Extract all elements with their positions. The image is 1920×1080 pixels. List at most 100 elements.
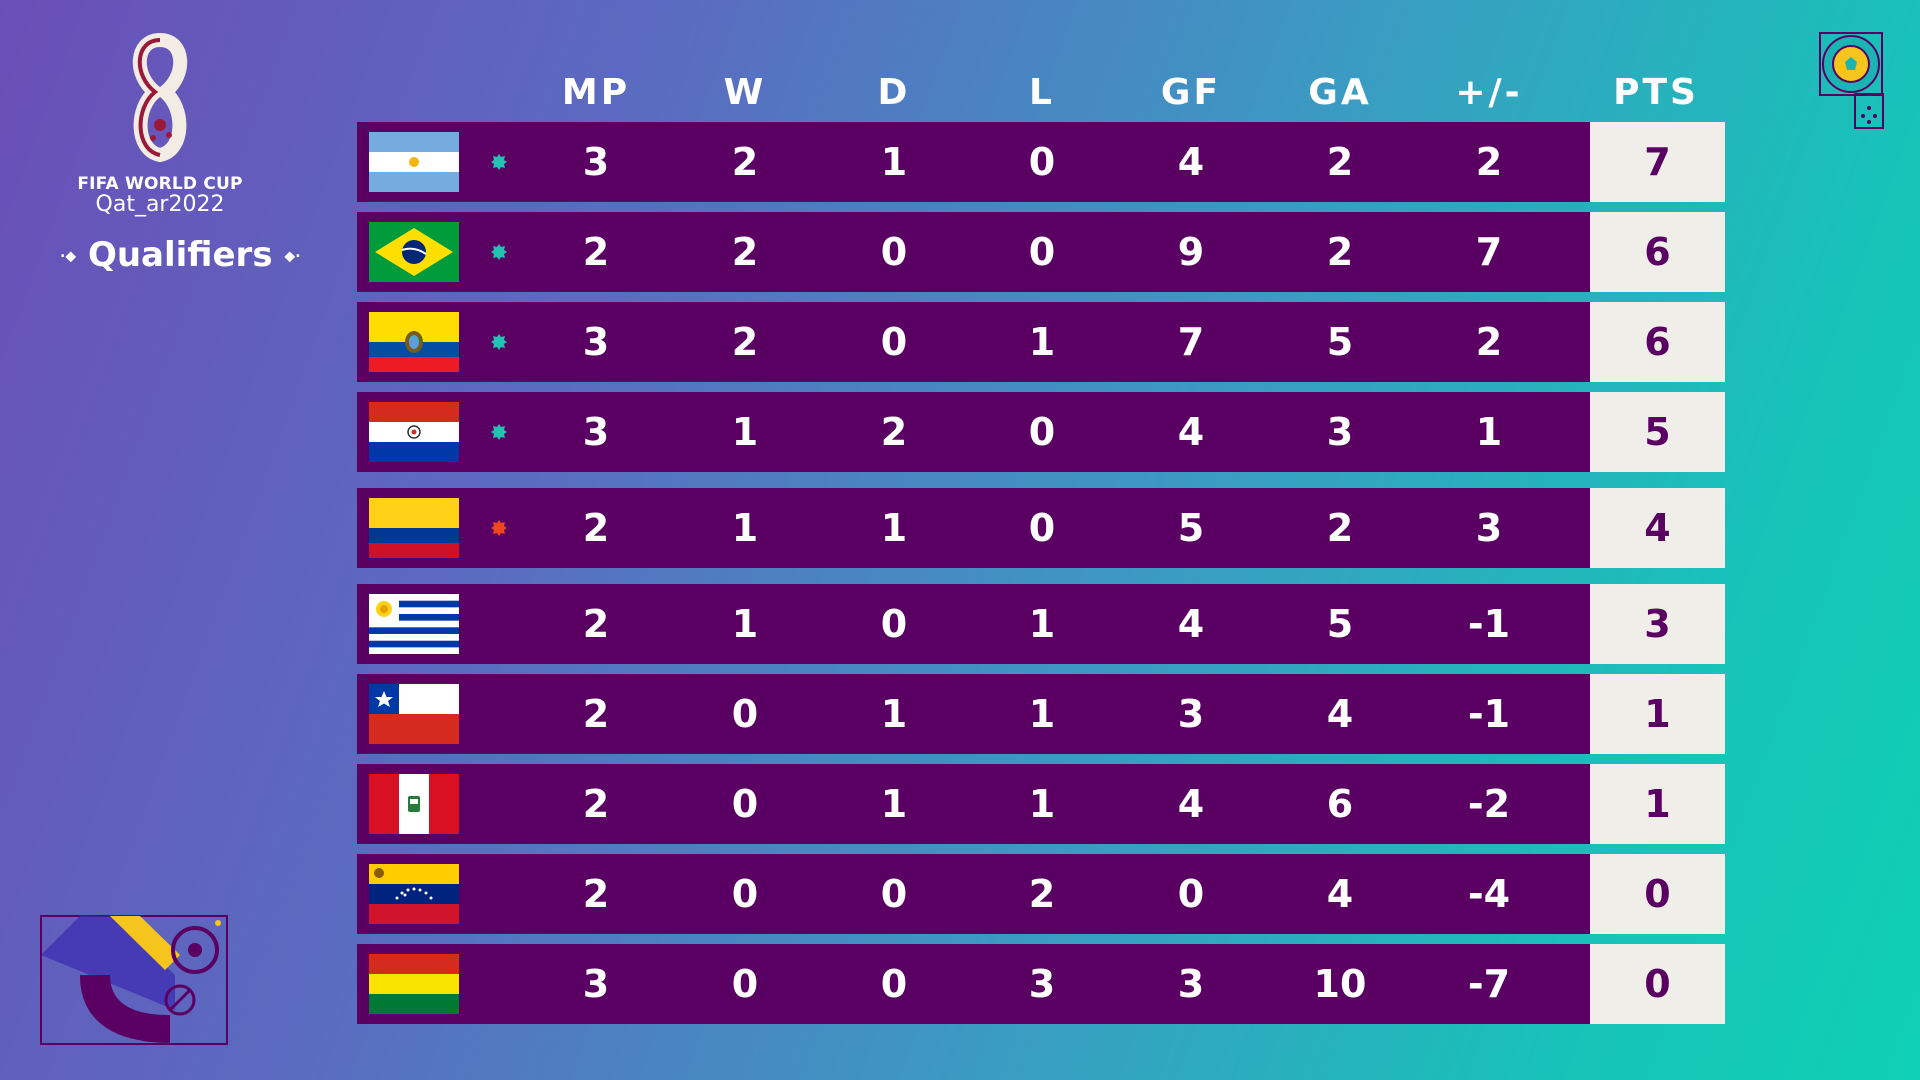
qatar-badge-icon [1819,32,1884,129]
cell-gf: 7 [1177,320,1205,364]
cell-pts: 0 [1590,854,1725,934]
cell-gd: 1 [1475,410,1503,454]
cell-l: 0 [1028,410,1056,454]
cell-pts: 5 [1590,392,1725,472]
cell-mp: 3 [582,410,610,454]
qualified-marker-icon [491,154,507,170]
chile-flag-icon [369,684,459,744]
cell-d: 0 [880,320,908,364]
cell-gf: 3 [1177,962,1205,1006]
cell-l: 1 [1028,602,1056,646]
cell-ga: 2 [1326,506,1354,550]
cell-ga: 5 [1326,320,1354,364]
ecuador-flag-icon [369,312,459,372]
argentina-flag-icon [369,132,459,192]
world-cup-emblem-icon [132,32,188,163]
cell-gf: 0 [1177,872,1205,916]
cell-w: 2 [731,140,759,184]
table-row-bolivia: 3 0 0 3 3 10 -7 0 [357,944,1725,1024]
table-row-colombia: 2 1 1 0 5 2 3 4 [357,488,1725,568]
cell-ga: 4 [1326,692,1354,736]
brazil-flag-icon [369,222,459,282]
cell-pts: 7 [1590,122,1725,202]
qualifiers-heading: ·◆ Qualifiers ◆· [60,235,301,275]
cell-l: 1 [1028,692,1056,736]
cell-gf: 5 [1177,506,1205,550]
cell-gf: 9 [1177,230,1205,274]
fifa-logo: FIFA WORLD CUP Qat_ar2022 ·◆ Qualifiers … [60,30,301,275]
header-gd: +/- [1455,72,1523,113]
cell-gd: -1 [1467,602,1511,646]
cell-w: 0 [731,872,759,916]
cell-mp: 2 [582,506,610,550]
table-row-brazil: 2 2 0 0 9 2 7 6 [357,212,1725,292]
cell-pts: 0 [1590,944,1725,1024]
table-header: MP W D L GF GA +/- PTS [0,72,1920,120]
cell-w: 0 [731,782,759,826]
cell-gd: -7 [1467,962,1511,1006]
cell-ga: 2 [1326,140,1354,184]
cell-gd: -1 [1467,692,1511,736]
cell-ga: 2 [1326,230,1354,274]
header-ga: GA [1308,72,1372,113]
cell-gd: 3 [1475,506,1503,550]
cell-ga: 10 [1313,962,1367,1006]
cell-gd: -2 [1467,782,1511,826]
cell-l: 2 [1028,872,1056,916]
cell-ga: 4 [1326,872,1354,916]
colombia-flag-icon [369,498,459,558]
cell-pts: 3 [1590,584,1725,664]
cell-mp: 3 [582,140,610,184]
cell-w: 1 [731,506,759,550]
header-gf: GF [1160,72,1222,113]
cell-l: 0 [1028,506,1056,550]
header-pts: PTS [1613,72,1699,113]
cell-mp: 2 [582,692,610,736]
table-row-paraguay: 3 1 2 0 4 3 1 5 [357,392,1725,472]
cell-d: 0 [880,962,908,1006]
cell-d: 0 [880,230,908,274]
logo-edition: Qat_ar2022 [95,192,225,217]
cell-w: 1 [731,410,759,454]
cell-mp: 3 [582,962,610,1006]
cell-d: 1 [880,506,908,550]
cell-gf: 4 [1177,782,1205,826]
cell-pts: 6 [1590,212,1725,292]
cell-gd: 2 [1475,320,1503,364]
cell-d: 1 [880,140,908,184]
qualified-marker-icon [491,334,507,350]
table-row-argentina: 3 2 1 0 4 2 2 7 [357,122,1725,202]
cell-w: 0 [731,962,759,1006]
cell-mp: 3 [582,320,610,364]
logo-title: FIFA WORLD CUP [77,174,243,194]
cell-ga: 5 [1326,602,1354,646]
table-row-venezuela: 2 0 0 2 0 4 -4 0 [357,854,1725,934]
cell-gf: 4 [1177,140,1205,184]
cell-d: 1 [880,692,908,736]
cell-gd: -4 [1467,872,1511,916]
bolivia-flag-icon [369,954,459,1014]
cell-pts: 4 [1590,488,1725,568]
cell-mp: 2 [582,782,610,826]
cell-w: 0 [731,692,759,736]
cell-ga: 6 [1326,782,1354,826]
cell-mp: 2 [582,230,610,274]
cell-d: 2 [880,410,908,454]
cell-l: 0 [1028,140,1056,184]
header-d: D [877,72,911,113]
cell-d: 0 [880,602,908,646]
cell-l: 1 [1028,320,1056,364]
cell-mp: 2 [582,602,610,646]
header-w: W [723,72,767,113]
cell-ga: 3 [1326,410,1354,454]
cell-l: 3 [1028,962,1056,1006]
header-mp: MP [561,72,631,113]
uruguay-flag-icon [369,594,459,654]
table-row-uruguay: 2 1 0 1 4 5 -1 3 [357,584,1725,664]
cell-pts: 6 [1590,302,1725,382]
paraguay-flag-icon [369,402,459,462]
cell-d: 0 [880,872,908,916]
playoff-marker-icon [491,520,507,536]
decorative-pattern-icon [40,915,228,1045]
cell-pts: 1 [1590,674,1725,754]
